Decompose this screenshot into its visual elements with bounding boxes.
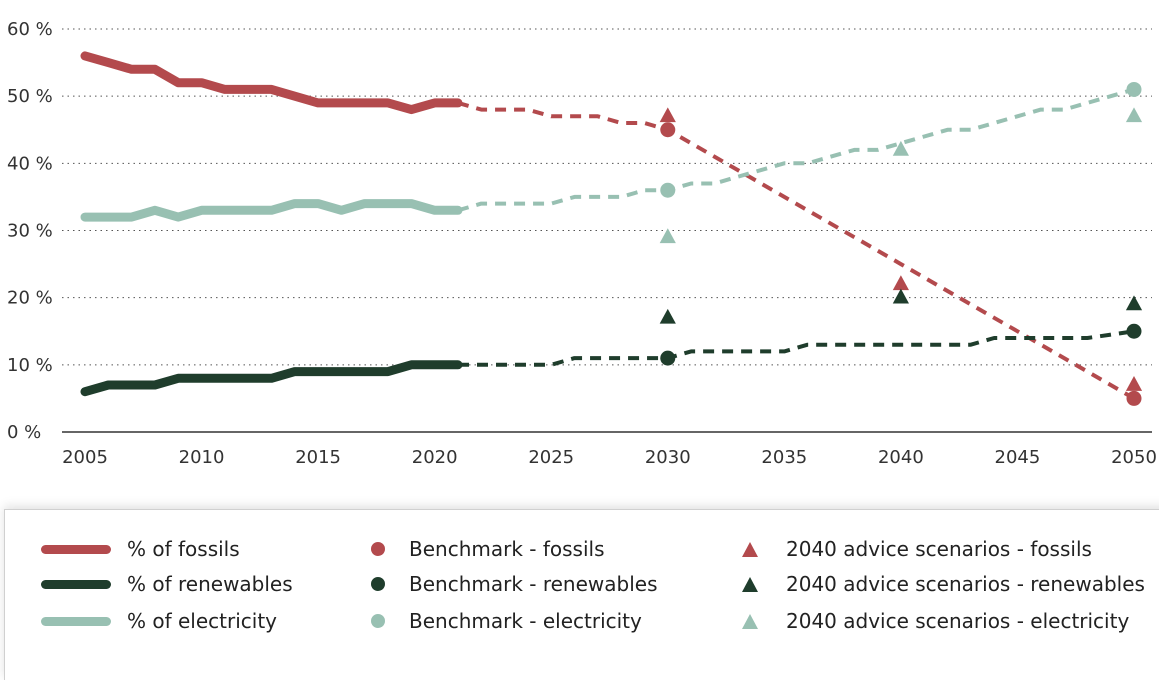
legend-triangle-electricity <box>742 613 758 629</box>
legend-item-renewables: % of renewables <box>5 569 293 599</box>
legend-label-benchmark-renewables: Benchmark - renewables <box>409 572 658 596</box>
legend-item-benchmark-fossils: Benchmark - fossils <box>5 534 605 564</box>
legend-item-scenario-renewables: 2040 advice scenarios - renewables <box>742 569 1145 599</box>
legend-label-benchmark-fossils: Benchmark - fossils <box>409 537 605 561</box>
legend-circle-renewables <box>371 577 385 591</box>
x-tick-label: 2015 <box>295 447 341 468</box>
legend-item-benchmark-renewables: Benchmark - renewables <box>5 569 658 599</box>
legend-triangle-fossils <box>742 541 758 557</box>
series-line-fossils-solid <box>80 51 463 115</box>
scenario-triangle-electricity-2050 <box>1125 107 1143 123</box>
x-tick-label: 2030 <box>645 447 691 468</box>
y-tick-label: 30 % <box>7 221 53 242</box>
scenario-triangle-renewables-2050 <box>1125 295 1143 311</box>
x-tick-label: 2005 <box>62 447 108 468</box>
y-tick-label: 60 % <box>7 19 53 40</box>
legend-item-scenario-fossils: 2040 advice scenarios - fossils <box>742 534 1092 564</box>
x-tick-label: 2025 <box>528 447 574 468</box>
series-line-fossils-dashed <box>457 100 1135 401</box>
legend-item-scenario-electricity: 2040 advice scenarios - electricity <box>742 606 1129 636</box>
benchmark-point-renewables-2050 <box>1126 323 1142 339</box>
x-tick-label: 2050 <box>1111 447 1157 468</box>
x-tick-label: 2045 <box>995 447 1041 468</box>
series-line-renewables-solid <box>80 360 463 397</box>
series-line-renewables-dashed <box>458 329 1135 367</box>
legend-label-electricity: % of electricity <box>127 609 278 633</box>
x-tick-label: 2020 <box>412 447 458 468</box>
y-tick-label: 0 % <box>7 422 41 443</box>
x-tick-label: 2040 <box>878 447 924 468</box>
benchmark-point-renewables-2030 <box>660 350 676 366</box>
legend-circle-electricity <box>371 614 385 628</box>
series-line-electricity-dashed <box>457 87 1135 213</box>
y-tick-label: 40 % <box>7 153 53 174</box>
y-tick-label: 20 % <box>7 288 53 309</box>
legend-swatch-renewables <box>41 579 111 589</box>
scenario-triangle-electricity-2040 <box>892 140 909 156</box>
series-line-electricity-solid <box>80 199 463 222</box>
scenario-triangle-renewables-2030 <box>659 308 676 324</box>
scenario-triangle-fossils-2030 <box>659 107 676 123</box>
benchmark-point-fossils-2050 <box>1126 390 1142 406</box>
scenario-triangle-fossils-2050 <box>1125 375 1143 391</box>
legend-swatch-electricity <box>41 616 111 626</box>
y-tick-label: 50 % <box>7 86 53 107</box>
line-chart: 0 % 10 % 20 % 30 % 40 % 50 % 60 % 2005 2010 2015 2… <box>7 19 1157 468</box>
x-tick-label: 2010 <box>179 447 225 468</box>
legend-item-electricity: % of electricity <box>5 606 277 636</box>
benchmark-point-electricity-2030 <box>660 182 676 198</box>
legend-triangle-renewables <box>742 576 758 592</box>
chart-legend: % of fossils % of renewables % of electr… <box>4 509 1159 680</box>
benchmark-point-fossils-2030 <box>660 122 676 138</box>
x-tick-label: 2035 <box>761 447 807 468</box>
legend-label-scenario-electricity: 2040 advice scenarios - electricity <box>786 609 1130 633</box>
scenario-triangle-renewables-2040 <box>892 288 909 304</box>
legend-item-fossils: % of fossils <box>5 534 240 564</box>
legend-label-benchmark-electricity: Benchmark - electricity <box>409 609 642 633</box>
legend-label-fossils: % of fossils <box>127 537 240 561</box>
legend-swatch-fossils <box>41 544 111 554</box>
legend-item-benchmark-electricity: Benchmark - electricity <box>5 606 642 636</box>
benchmark-point-electricity-2050 <box>1126 81 1142 97</box>
legend-circle-fossils <box>371 542 385 556</box>
legend-label-scenario-fossils: 2040 advice scenarios - fossils <box>786 537 1092 561</box>
legend-label-scenario-renewables: 2040 advice scenarios - renewables <box>786 572 1145 596</box>
legend-label-renewables: % of renewables <box>127 572 293 596</box>
scenario-triangle-electricity-2030 <box>659 228 676 244</box>
y-tick-label: 10 % <box>7 355 53 376</box>
scenario-triangle-fossils-2040 <box>892 275 909 291</box>
